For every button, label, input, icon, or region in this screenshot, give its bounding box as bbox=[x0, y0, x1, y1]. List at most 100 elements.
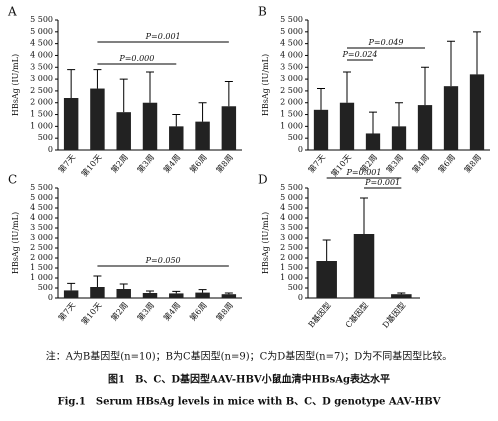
error-bar bbox=[369, 111, 377, 134]
error-bar bbox=[198, 289, 207, 293]
y-tick-label: 4 000 bbox=[30, 50, 53, 59]
panel-label: A bbox=[7, 5, 17, 19]
x-tick-label: 第2周 bbox=[109, 152, 130, 175]
y-tick-label: 2 500 bbox=[280, 243, 303, 252]
y-tick-label: 4 000 bbox=[280, 213, 303, 222]
error-bar bbox=[421, 66, 429, 106]
x-tick-label: 第6周 bbox=[187, 152, 208, 175]
error-bar bbox=[224, 80, 233, 107]
y-tick-label: 3 000 bbox=[280, 74, 303, 83]
error-bar bbox=[198, 102, 207, 122]
y-tick-label: 0 bbox=[48, 293, 53, 302]
y-tick-label: 4 000 bbox=[280, 50, 303, 59]
x-tick-label: 第7天 bbox=[306, 152, 327, 175]
x-tick-label: 第4周 bbox=[161, 152, 182, 175]
bar bbox=[391, 126, 407, 150]
x-tick-label: 第10天 bbox=[79, 152, 103, 178]
bar bbox=[313, 109, 329, 150]
y-tick-label: 1 500 bbox=[280, 263, 303, 272]
p-value: P=0.001 bbox=[346, 168, 382, 177]
y-tick-label: 2 000 bbox=[30, 98, 53, 107]
error-bar bbox=[172, 114, 181, 127]
y-tick-label: 5 500 bbox=[30, 183, 53, 192]
y-tick-label: 500 bbox=[288, 283, 303, 292]
y-tick-label: 3 500 bbox=[30, 223, 53, 232]
y-tick-label: 2 500 bbox=[30, 243, 53, 252]
bar bbox=[142, 102, 158, 150]
y-tick-label: 1 500 bbox=[280, 110, 303, 119]
error-bar bbox=[172, 290, 181, 294]
bar bbox=[116, 112, 131, 150]
p-value: P=0.001 bbox=[364, 178, 400, 187]
x-tick-label: B基因型 bbox=[306, 300, 333, 329]
y-tick-label: 2 000 bbox=[280, 253, 303, 262]
p-value: P=0.024 bbox=[342, 50, 378, 59]
error-bar bbox=[119, 78, 128, 113]
y-tick-label: 4 500 bbox=[30, 203, 53, 212]
x-tick-label: D基因型 bbox=[380, 300, 407, 330]
bar bbox=[63, 98, 79, 150]
panel-label: C bbox=[8, 173, 17, 187]
bar bbox=[469, 74, 485, 150]
error-bar bbox=[395, 102, 403, 127]
x-tick-label: 第8周 bbox=[462, 152, 483, 175]
error-bar bbox=[473, 31, 481, 75]
p-value: P=0.001 bbox=[145, 32, 181, 41]
x-tick-label: 第10天 bbox=[79, 300, 103, 326]
y-tick-label: 5 000 bbox=[30, 27, 53, 36]
error-bar bbox=[67, 69, 76, 98]
caption-en: Fig.1 Serum HBsAg levels in mice with B、… bbox=[58, 397, 441, 408]
y-tick-label: 2 000 bbox=[280, 98, 303, 107]
error-bar bbox=[322, 239, 331, 261]
y-tick-label: 4 500 bbox=[280, 203, 303, 212]
y-axis-label: HBsAg (IU/mL) bbox=[11, 212, 20, 274]
bar bbox=[391, 294, 412, 298]
x-tick-label: 第8周 bbox=[214, 152, 235, 175]
bar bbox=[169, 293, 184, 298]
y-tick-label: 1 000 bbox=[280, 273, 303, 282]
y-tick-label: 5 500 bbox=[280, 15, 303, 24]
x-tick-label: 第7天 bbox=[56, 152, 77, 175]
error-bar bbox=[397, 292, 406, 295]
bar bbox=[417, 105, 433, 150]
y-tick-label: 3 000 bbox=[30, 74, 53, 83]
y-tick-label: 3 000 bbox=[30, 233, 53, 242]
error-bar bbox=[317, 88, 325, 110]
y-tick-label: 0 bbox=[298, 293, 303, 302]
x-tick-label: 第3周 bbox=[384, 152, 405, 175]
y-axis-label: HBsAg (IU/mL) bbox=[261, 54, 270, 116]
y-tick-label: 0 bbox=[298, 145, 303, 154]
y-tick-label: 5 000 bbox=[30, 193, 53, 202]
error-bar bbox=[146, 290, 154, 293]
x-tick-label: 第7天 bbox=[56, 300, 77, 323]
error-bar bbox=[93, 275, 102, 287]
p-value: P=0.050 bbox=[145, 256, 181, 265]
y-tick-label: 1 000 bbox=[30, 121, 53, 130]
bar bbox=[221, 106, 237, 150]
y-tick-label: 4 500 bbox=[280, 39, 303, 48]
y-tick-label: 5 000 bbox=[280, 193, 303, 202]
y-tick-label: 500 bbox=[38, 133, 53, 142]
p-value: P=0.049 bbox=[368, 38, 404, 47]
p-value: P=0.000 bbox=[118, 54, 154, 63]
bar bbox=[90, 88, 105, 150]
bar bbox=[116, 289, 131, 298]
x-tick-label: 第4周 bbox=[161, 300, 182, 323]
y-tick-label: 3 500 bbox=[30, 62, 53, 71]
error-bar bbox=[360, 197, 368, 234]
y-tick-label: 2 500 bbox=[30, 86, 53, 95]
bar bbox=[169, 126, 184, 150]
bar bbox=[316, 261, 337, 298]
x-tick-label: 第2周 bbox=[109, 300, 130, 323]
bar bbox=[221, 294, 237, 298]
y-axis-label: HBsAg (IU/mL) bbox=[261, 212, 270, 274]
note: 注：A为B基因型(n=10)；B为C基因型(n=9)；C为D基因型(n=7)；D… bbox=[46, 350, 453, 363]
error-bar bbox=[67, 282, 76, 291]
x-tick-label: 第8周 bbox=[214, 300, 235, 323]
y-tick-label: 3 000 bbox=[280, 233, 303, 242]
y-axis-label: HBsAg (IU/mL) bbox=[11, 54, 20, 116]
y-tick-label: 2 500 bbox=[280, 86, 303, 95]
bar bbox=[443, 86, 459, 150]
y-tick-label: 3 500 bbox=[280, 223, 303, 232]
y-tick-label: 5 500 bbox=[280, 183, 303, 192]
